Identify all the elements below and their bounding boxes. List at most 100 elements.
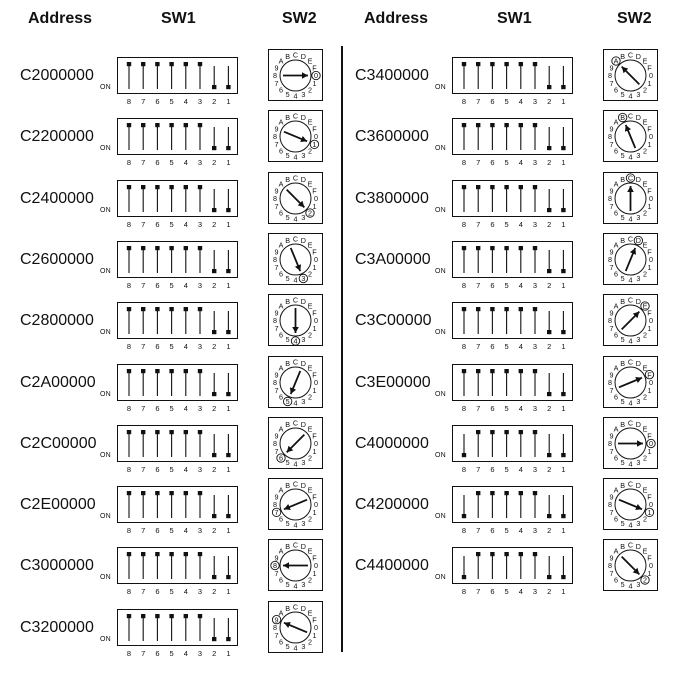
dial-selected-marker [309,139,320,150]
dial-label-7: 7 [275,202,279,211]
dial-label-E: E [643,363,648,372]
dial-label-A: A [279,240,284,249]
address-row: C3E00000 ON 8 7 6 5 4 3 2 1 0 1 2 3 4 5 6 7 8 9 A B C D E F [355,355,685,414]
dial-label-0: 0 [649,71,653,80]
on-label: ON [100,513,111,521]
dip-lever-6 [490,62,495,67]
dip-position-label: 5 [505,526,509,535]
dip-position-label: 5 [170,649,174,658]
dial-label-2: 2 [308,269,312,278]
dial-label-2: 2 [643,392,647,401]
dip-position-label: 8 [127,526,131,535]
dip-position-label: 1 [226,526,230,535]
dial-label-D: D [636,543,641,552]
dial-pointer-arrowhead [632,311,640,319]
address-value: C2000000 [20,67,94,84]
dial-label-9: 9 [610,431,614,440]
dip-lever-5 [504,368,509,373]
dial-label-8: 8 [608,132,612,141]
dial-label-1: 1 [312,79,316,88]
dial-label-E: E [643,57,648,66]
dial-label-5: 5 [286,213,290,222]
dip-position-label: 3 [533,342,537,351]
dip-lever-6 [490,245,495,251]
dial-label-6: 6 [279,86,283,95]
dial-ring [614,427,647,460]
dip-position-label: 6 [490,526,494,535]
dial-label-7: 7 [275,569,279,578]
dial-label-2: 2 [643,86,647,95]
on-label: ON [435,206,446,214]
dial-label-4: 4 [294,459,298,468]
dip-position-label: 6 [155,158,159,167]
dial-label-1: 1 [647,324,651,333]
dip-position-label: 5 [505,281,509,290]
sw1-dip-switch: 8 7 6 5 4 3 2 1 [452,424,573,475]
dial-label-D: D [301,52,306,61]
dip-lever-4 [518,368,523,373]
dial-label-B: B [620,175,625,184]
dial-label-9: 9 [275,125,279,134]
dial-label-2: 2 [308,86,312,95]
dial-label-A: A [279,608,284,617]
dial-label-8: 8 [608,194,612,203]
dial-label-B: B [285,113,290,122]
dip-position-label: 5 [170,526,174,535]
dial-label-6: 6 [279,453,283,462]
address-row: C2600000 ON 8 7 6 5 4 3 2 1 0 1 2 3 4 5 6 7 8 9 A B C D E F [20,232,350,291]
dial-label-2: 2 [643,269,647,278]
dial-label-7: 7 [610,140,614,149]
dip-position-label: 1 [226,158,230,167]
address-row: C4000000 ON 8 7 6 5 4 3 2 1 0 1 2 3 4 5 6 7 8 9 A B C D E F [355,416,685,475]
dial-label-1: 1 [312,140,316,149]
dip-position-label: 2 [547,587,551,596]
dial-label-0: 0 [649,378,653,387]
dial-ring [614,304,647,337]
on-label: ON [100,267,111,275]
dial-label-3: 3 [636,335,640,344]
on-label: ON [100,574,111,582]
dial-label-C: C [293,296,298,305]
dial-label-1: 1 [312,447,316,456]
dip-position-label: 1 [226,404,230,413]
dip-position-label: 8 [462,281,466,290]
dial-label-B: B [285,543,290,552]
dip-lever-7 [476,552,481,557]
dial-ring [614,59,647,92]
dip-lever-3 [197,307,203,312]
address-value: C3C00000 [355,312,432,330]
dial-label-0: 0 [649,132,653,141]
dial-ring [279,59,312,92]
dial-label-4: 4 [294,643,298,652]
dial-label-A: A [279,486,284,495]
sw1-dip-switch: 8 7 6 5 4 3 2 1 [452,486,573,536]
dip-lever-5 [169,429,174,434]
dip-lever-4 [183,552,188,557]
dip-lever-8 [126,245,132,251]
sw1-dip-switch: 8 7 6 5 4 3 2 1 [117,547,238,597]
address-row: C3C00000 ON 8 7 6 5 4 3 2 1 0 1 2 3 4 5 6 7 8 9 A B C D E F [355,294,685,352]
sw1-dip-switch: 8 7 6 5 4 3 2 1 [117,57,238,107]
dial-ring [614,182,647,215]
dip-position-label: 1 [561,587,565,596]
dip-lever-4 [518,429,523,434]
dip-lever-8 [126,184,132,189]
dip-lever-7 [476,429,481,434]
dial-label-8: 8 [273,194,277,203]
dial-label-0: 0 [314,255,318,264]
dip-position-label: 8 [127,587,131,596]
dip-lever-8 [126,613,132,618]
dip-lever-3 [197,613,203,618]
dip-lever-5 [169,613,174,618]
dial-label-0: 0 [649,255,653,264]
dial-label-C: C [293,234,298,243]
dial-label-A: A [279,179,284,188]
dial-ring [279,182,312,215]
